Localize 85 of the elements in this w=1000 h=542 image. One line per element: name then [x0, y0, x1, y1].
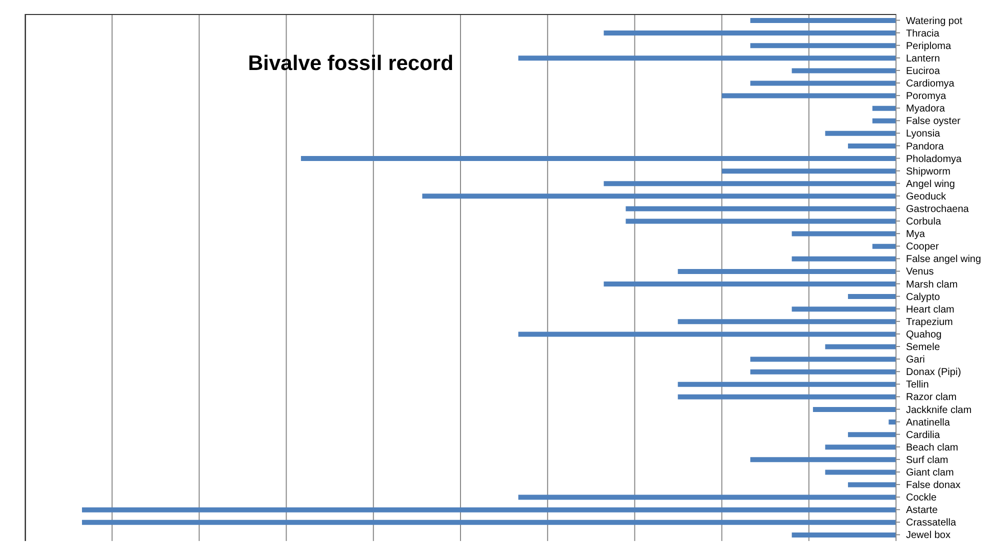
y-tick-label: Trapezium [906, 316, 953, 328]
bar [604, 282, 896, 286]
bar [825, 444, 896, 450]
y-tick-label: Jewel box [906, 530, 950, 542]
bar [82, 520, 896, 525]
y-tick-label: Watering pot [906, 16, 963, 27]
bar [825, 344, 896, 350]
y-tick-label: Mya [906, 229, 926, 240]
y-tick-label: Venus [906, 266, 934, 278]
bar [792, 256, 896, 262]
y-tick-label: Heart clam [906, 304, 954, 316]
bar [812, 406, 896, 412]
y-tick-label: False angel wing [906, 254, 982, 266]
bar [825, 130, 896, 136]
y-tick-label: Lantern [906, 53, 940, 64]
bar [518, 56, 896, 61]
bar [848, 143, 896, 148]
bar [750, 457, 896, 462]
y-tick-label: Poromya [906, 91, 946, 102]
bar [825, 470, 896, 475]
bar [848, 482, 896, 488]
y-tick-label: Donax (Pipi) [906, 367, 962, 378]
bar [792, 306, 896, 312]
y-tick-label: Semele [906, 342, 940, 354]
y-tick-label: Beach clam [906, 442, 958, 454]
bar [792, 68, 896, 74]
y-tick-label: Thracia [906, 28, 940, 40]
bar [422, 194, 896, 199]
bar [678, 268, 896, 274]
y-tick-label: Periploma [906, 40, 952, 52]
bar [750, 369, 896, 374]
y-tick-label: Quahog [906, 329, 942, 340]
bar [626, 206, 896, 212]
y-tick-label: Gastrochaena [906, 204, 970, 215]
y-tick-label: Astarte [906, 505, 938, 516]
y-tick-label: Marsh clam [906, 279, 958, 290]
y-tick-label: Pandora [906, 141, 944, 152]
y-tick-label: Geoduck [906, 191, 948, 202]
bar [792, 532, 896, 538]
y-tick-label: Lyonsia [906, 128, 941, 140]
y-tick-label: Jackknife clam [906, 404, 972, 416]
y-tick-label: Crassatella [906, 518, 956, 529]
bar [678, 382, 896, 387]
bar [518, 332, 896, 337]
y-tick-label: Euciroa [906, 66, 940, 77]
bar [604, 30, 896, 36]
y-tick-label: Pholadomya [906, 154, 962, 165]
y-tick-label: Angel wing [906, 178, 955, 190]
bar [888, 420, 896, 425]
bar [750, 80, 896, 86]
y-tick-label: Gari [906, 354, 925, 366]
bar [722, 93, 896, 98]
y-tick-label: Anatinella [906, 417, 950, 428]
y-tick-label: False donax [906, 480, 960, 492]
text: Bivalve fossil record [248, 52, 454, 76]
y-tick-label: Surf clam [906, 454, 948, 466]
y-tick-label: False oyster [906, 116, 962, 128]
bar [848, 294, 896, 300]
bar [872, 118, 896, 124]
y-tick-label: Calypto [906, 292, 940, 303]
y-tick-label: Cockle [906, 492, 938, 504]
bar [82, 507, 896, 512]
y-tick-label: Cardiomya [906, 78, 955, 90]
y-tick-label: Razor clam [906, 392, 957, 404]
bar [848, 432, 896, 438]
bar [518, 494, 896, 500]
y-tick-label: Myadora [906, 104, 946, 115]
bar [750, 18, 896, 23]
bar [750, 43, 896, 48]
bar [750, 356, 896, 362]
bar [300, 156, 896, 162]
y-tick-label: Shipworm [906, 166, 950, 178]
bar [678, 319, 896, 324]
y-tick-label: Cooper [906, 242, 940, 253]
bar [792, 231, 896, 236]
y-tick-label: Giant clam [906, 467, 954, 478]
y-tick-label: Cardilia [906, 430, 940, 441]
bar [626, 218, 896, 224]
bar [872, 244, 896, 249]
y-tick-label: Tellin [906, 380, 929, 391]
bar [678, 394, 896, 400]
bar [604, 181, 896, 186]
bar [722, 168, 896, 174]
y-tick-label: Corbula [906, 216, 942, 228]
bar [872, 106, 896, 111]
